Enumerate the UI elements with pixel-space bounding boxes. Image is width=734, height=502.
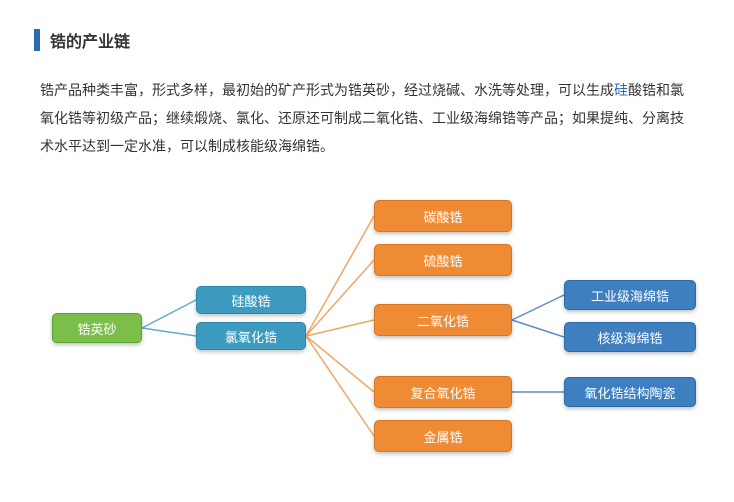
node-liu: 硫酸锆 — [374, 244, 512, 276]
edge-root-cl — [142, 328, 196, 336]
node-cl: 氯氧化锆 — [196, 322, 306, 350]
node-fu: 复合氧化锆 — [374, 376, 512, 408]
section-header: 锆的产业链 — [0, 0, 734, 52]
node-jin: 金属锆 — [374, 420, 512, 452]
node-gong: 工业级海绵锆 — [564, 280, 696, 310]
page-root: 锆的产业链 锆产品种类丰富，形式多样，最初始的矿产形式为锆英砂，经过烧碱、水洗等… — [0, 0, 734, 480]
paragraph-text-pre: 锆产品种类丰富，形式多样，最初始的矿产形式为锆英砂，经过烧碱、水洗等处理，可以生… — [40, 82, 614, 98]
edge-cl-tan — [306, 216, 374, 336]
edge-root-si — [142, 300, 196, 328]
node-root: 锆英砂 — [52, 313, 142, 343]
node-si: 硅酸锆 — [196, 286, 306, 314]
node-tan: 碳酸锆 — [374, 200, 512, 232]
title-accent-bar — [34, 29, 40, 51]
industry-chain-diagram: 锆英砂 硅酸锆氯氧化锆 碳酸锆硫酸锆二氧化锆复合氧化锆金属锆 工业级海绵锆核级海绵锆氧… — [0, 170, 734, 480]
edge-cl-liu — [306, 260, 374, 336]
edge-er-he — [512, 320, 564, 337]
section-title: 锆的产业链 — [50, 28, 130, 52]
edge-cl-jin — [306, 336, 374, 436]
node-tao: 氧化锆结构陶瓷 — [564, 377, 696, 407]
intro-paragraph: 锆产品种类丰富，形式多样，最初始的矿产形式为锆英砂，经过烧碱、水洗等处理，可以生… — [0, 52, 734, 160]
inline-link-silicon[interactable]: 硅 — [614, 82, 628, 98]
edge-cl-fu — [306, 336, 374, 392]
node-he: 核级海绵锆 — [564, 322, 696, 352]
edge-cl-er — [306, 320, 374, 336]
edge-er-gong — [512, 295, 564, 320]
node-er: 二氧化锆 — [374, 304, 512, 336]
